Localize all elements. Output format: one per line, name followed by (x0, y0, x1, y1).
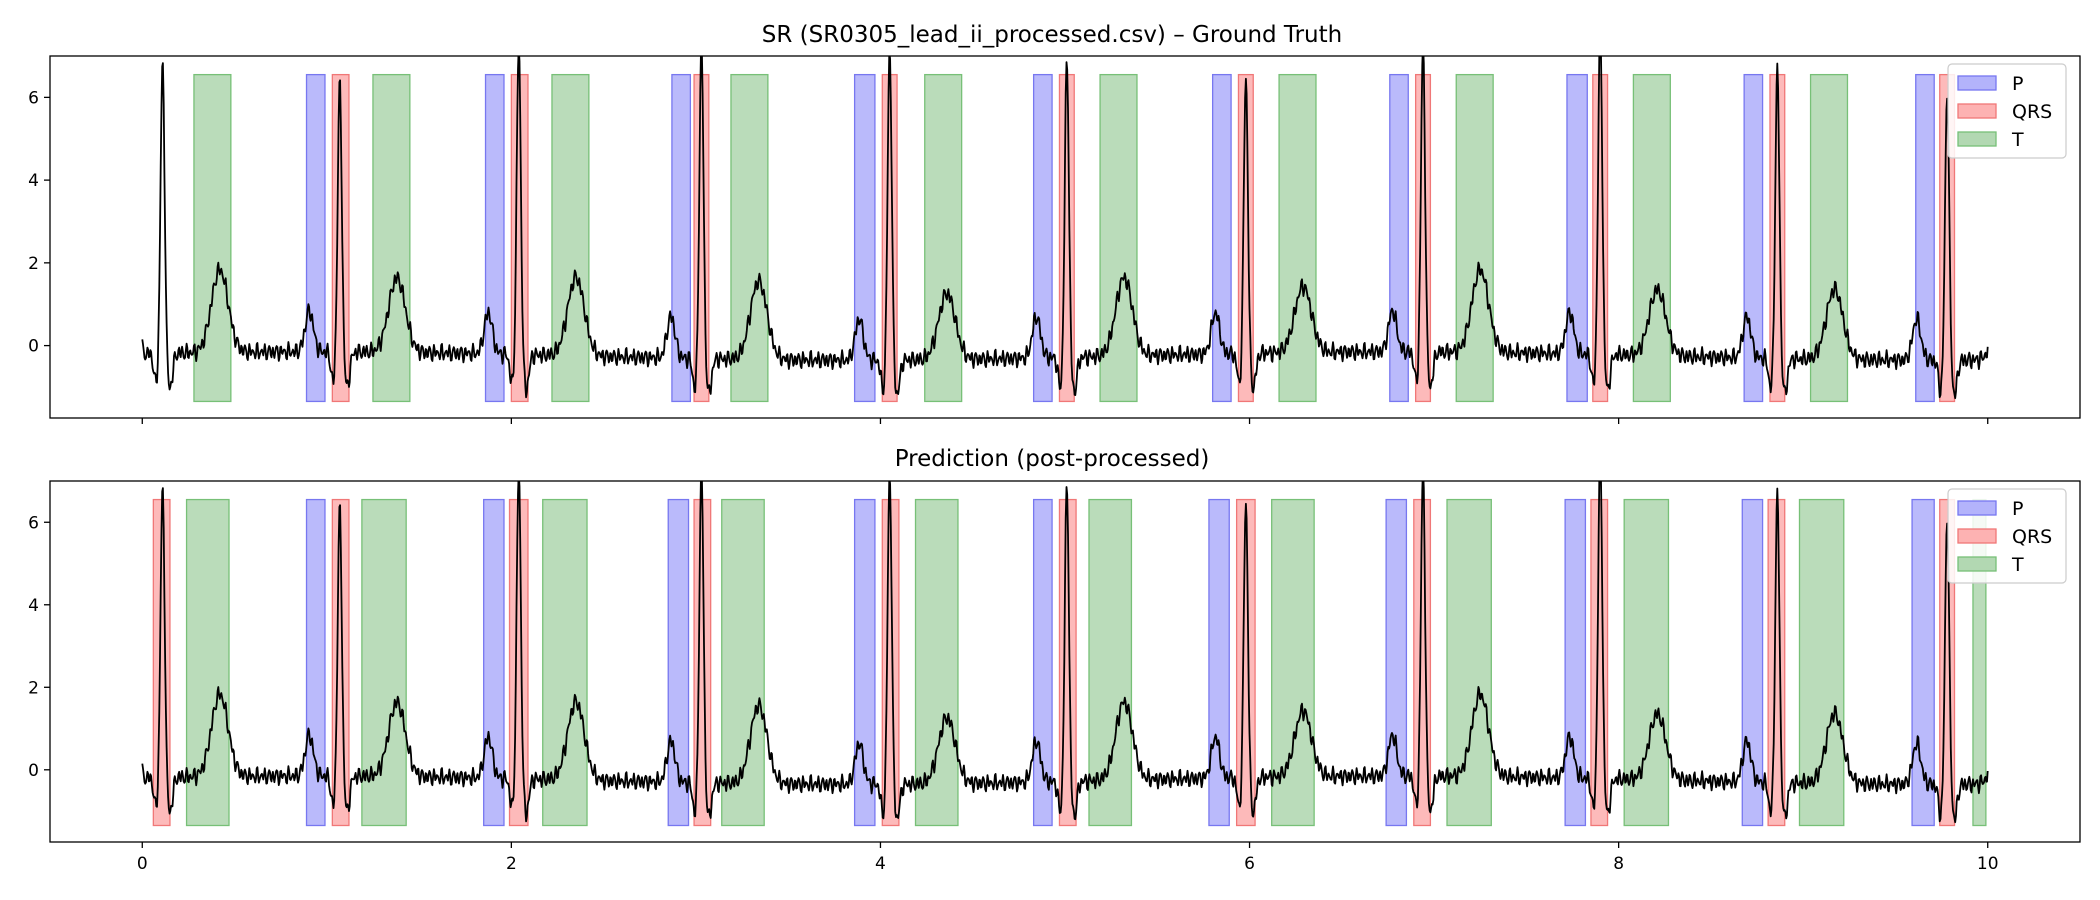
y-tick-label: 4 (28, 171, 39, 191)
legend-swatch-t (1957, 131, 1997, 147)
y-tick-label: 6 (28, 513, 39, 533)
panel-ground-truth: SR (SR0305_lead_ii_processed.csv) – Grou… (28, 22, 2081, 424)
segment-band-t (1271, 498, 1315, 827)
y-tick-label: 0 (28, 761, 39, 781)
segment-band-p (1915, 73, 1935, 403)
segment-band-p (1389, 73, 1409, 403)
segment-band-t (361, 498, 407, 827)
x-tick-label: 10 (1977, 854, 1999, 874)
legend-label-t: T (2011, 554, 2024, 576)
y-tick-label: 0 (28, 337, 39, 357)
segment-band-qrs (508, 498, 529, 827)
segment-band-t (1455, 73, 1494, 403)
panel-prediction: Prediction (post-processed) 0 2 4 6 0 2 4 6 8 10… (28, 446, 2081, 874)
legend-label-t: T (2011, 129, 2024, 151)
segment-band-t (914, 498, 959, 827)
legend-prediction: P QRS T (1947, 488, 2067, 584)
legend-swatch-qrs (1957, 528, 1997, 544)
legend-label-qrs: QRS (2012, 101, 2052, 123)
legend-swatch-qrs (1957, 103, 1997, 119)
ecg-signal-prediction (141, 481, 1989, 824)
y-tick-label: 6 (28, 88, 39, 108)
x-axis-ground-truth (141, 418, 1989, 424)
panel-title-prediction: Prediction (post-processed) (895, 446, 1210, 472)
x-tick-label: 4 (875, 854, 886, 874)
segment-band-t (1809, 73, 1849, 403)
x-tick-label: 8 (1613, 854, 1624, 874)
segment-band-p (1564, 498, 1587, 827)
segment-band-p (1743, 73, 1764, 403)
segment-band-p (671, 73, 692, 403)
legend-swatch-p (1957, 500, 1997, 516)
segment-band-p (483, 498, 505, 827)
segment-band-qrs (1235, 498, 1256, 827)
plot-frame-prediction (49, 480, 2081, 843)
legend-label-p: P (2012, 498, 2023, 520)
legend-label-p: P (2012, 73, 2023, 95)
panel-title-ground-truth: SR (SR0305_lead_ii_processed.csv) – Grou… (762, 22, 1342, 48)
segment-bands-ground-truth (193, 73, 1956, 403)
x-tick-label: 2 (506, 854, 517, 874)
legend-ground-truth: P QRS T (1947, 63, 2067, 159)
x-axis-prediction: 0 2 4 6 8 10 (137, 842, 1999, 874)
segment-band-t (372, 73, 411, 403)
y-tick-label: 4 (28, 596, 39, 616)
segment-band-p (1385, 498, 1408, 827)
ecg-signal-ground-truth (141, 56, 1989, 400)
y-tick-label: 2 (28, 678, 39, 698)
segment-band-t (542, 498, 588, 827)
segment-band-t (1088, 498, 1133, 827)
y-axis-ground-truth: 0 2 4 6 (28, 88, 50, 357)
segment-band-p (853, 498, 876, 827)
segment-band-t (1632, 73, 1671, 403)
segment-band-t (193, 73, 232, 403)
legend-label-qrs: QRS (2012, 526, 2052, 548)
legend-swatch-t (1957, 556, 1997, 572)
y-tick-label: 2 (28, 254, 39, 274)
y-axis-prediction: 0 2 4 6 (28, 513, 50, 781)
segment-band-t (730, 73, 769, 403)
x-tick-label: 0 (137, 854, 148, 874)
segment-band-p (1741, 498, 1764, 827)
segment-band-p (1211, 73, 1232, 403)
plot-frame-ground-truth (49, 55, 2081, 419)
segment-band-t (1798, 498, 1845, 827)
legend-swatch-p (1957, 75, 1997, 91)
x-tick-label: 6 (1244, 854, 1255, 874)
segment-band-p (853, 73, 876, 403)
